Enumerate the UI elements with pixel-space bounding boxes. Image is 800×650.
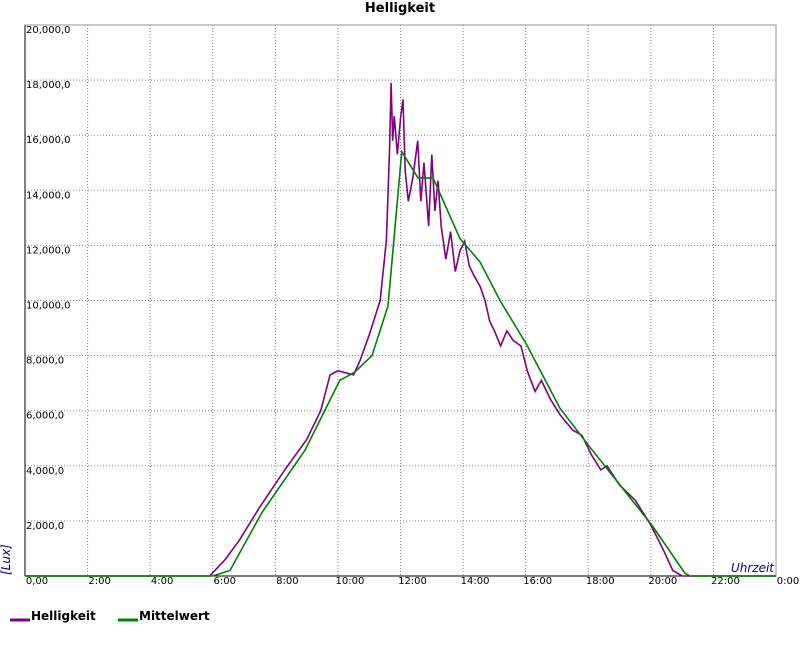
x-tick-label: 6:00: [214, 576, 236, 587]
x-tick-label: 4:00: [151, 576, 173, 587]
y-tick-label: 16,000,0: [26, 135, 71, 146]
y-tick-label: 20,000,0: [26, 25, 71, 36]
y-axis-label: [Lux]: [0, 544, 13, 575]
y-tick-label: 18,000,0: [26, 80, 71, 91]
y-tick-label: 2,000,0: [26, 521, 64, 532]
series-line: [25, 82, 776, 577]
x-tick-label: 0,00: [26, 576, 48, 587]
x-tick-label: 0:00: [777, 576, 799, 587]
x-tick-label: 10:00: [336, 576, 365, 587]
x-tick-label: 8:00: [276, 576, 298, 587]
y-tick-label: 6,000,0: [26, 411, 64, 422]
series-line: [25, 149, 776, 577]
y-tick-label: 10,000,0: [26, 301, 71, 312]
x-tick-label: 18:00: [586, 576, 615, 587]
legend-label: Mittelwert: [139, 609, 210, 623]
y-tick-label: 12,000,0: [26, 245, 71, 256]
legend-label: Helligkeit: [31, 609, 96, 623]
x-tick-label: 16:00: [523, 576, 552, 587]
x-tick-label: 12:00: [398, 576, 427, 587]
x-tick-label: 14:00: [461, 576, 490, 587]
y-tick-label: 4,000,0: [26, 466, 64, 477]
x-tick-label: 2:00: [88, 576, 110, 587]
x-tick-label: 22:00: [711, 576, 740, 587]
y-tick-label: 8,000,0: [26, 356, 64, 367]
x-axis-label: Uhrzeit: [731, 561, 775, 575]
y-tick-label: 14,000,0: [26, 190, 71, 201]
x-tick-label: 20:00: [648, 576, 677, 587]
chart-title: Helligkeit: [365, 1, 435, 16]
